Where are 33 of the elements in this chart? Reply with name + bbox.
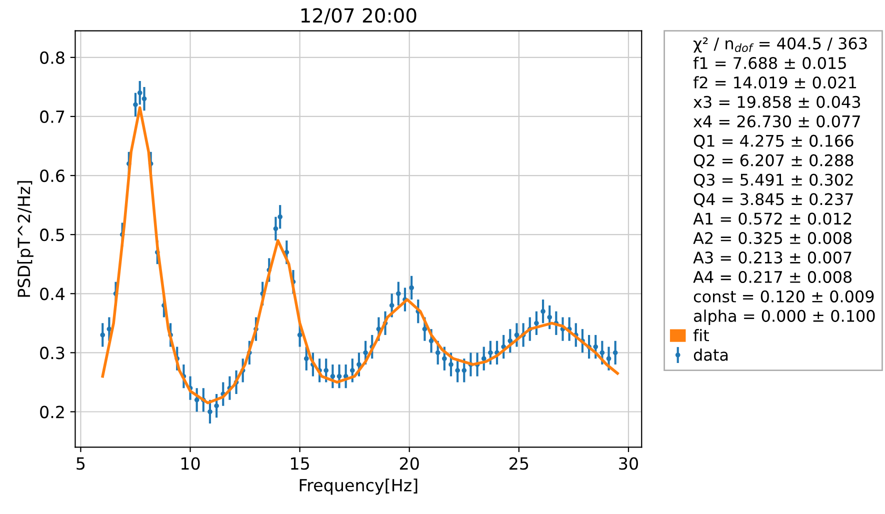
- x-tick-label: 5: [76, 457, 85, 470]
- y-tick-label: 0.5: [40, 228, 64, 242]
- y-axis-title: PSD[pT^2/Hz]: [17, 181, 34, 297]
- x-tick-label: 30: [619, 457, 638, 470]
- text: Q2 = 6.207 ± 0.288: [694, 154, 854, 168]
- text: A1 = 0.572 ± 0.012: [693, 212, 852, 225]
- text: alpha = 0.000 ± 0.100: [694, 310, 875, 326]
- y-tick-label: 0.4: [40, 288, 65, 300]
- text: Q1 = 4.275 ± 0.166: [694, 134, 854, 149]
- text: x3 = 19.858 ± 0.043: [693, 96, 860, 108]
- y-tick-label: 0.3: [40, 346, 64, 360]
- chart-title: 12/07 20:00: [301, 8, 416, 24]
- legend-label: fit: [693, 329, 709, 342]
- text: f2 = 14.019 ± 0.021: [693, 76, 856, 89]
- text: x4 = 26.730 ± 0.077: [693, 115, 860, 128]
- x-tick-label: 15: [291, 457, 309, 470]
- y-tick-label: 0.6: [40, 169, 64, 182]
- text: A3 = 0.213 ± 0.007: [693, 252, 852, 264]
- text: A2 = 0.325 ± 0.008: [693, 232, 852, 244]
- text: Q3 = 5.491 ± 0.302: [694, 174, 853, 188]
- text: χ² / n$_{dof}$ = 404.5 / 363: [693, 37, 867, 53]
- y-tick-label: 0.7: [40, 110, 64, 124]
- x-axis-title: Frequency[Hz]: [300, 478, 418, 495]
- text: const = 0.120 ± 0.009: [694, 290, 874, 302]
- text: Q4 = 3.845 ± 0.237: [694, 193, 853, 208]
- y-tick-label: 0.2: [40, 406, 64, 418]
- text: A4 = 0.217 ± 0.008: [693, 270, 852, 284]
- x-tick-label: 25: [510, 457, 528, 470]
- x-tick-label: 20: [400, 457, 419, 470]
- x-tick-label: 10: [181, 457, 200, 470]
- y-tick-label: 0.8: [40, 51, 64, 64]
- text: f1 = 7.688 ± 0.015: [693, 56, 846, 70]
- legend-label: data: [694, 348, 728, 361]
